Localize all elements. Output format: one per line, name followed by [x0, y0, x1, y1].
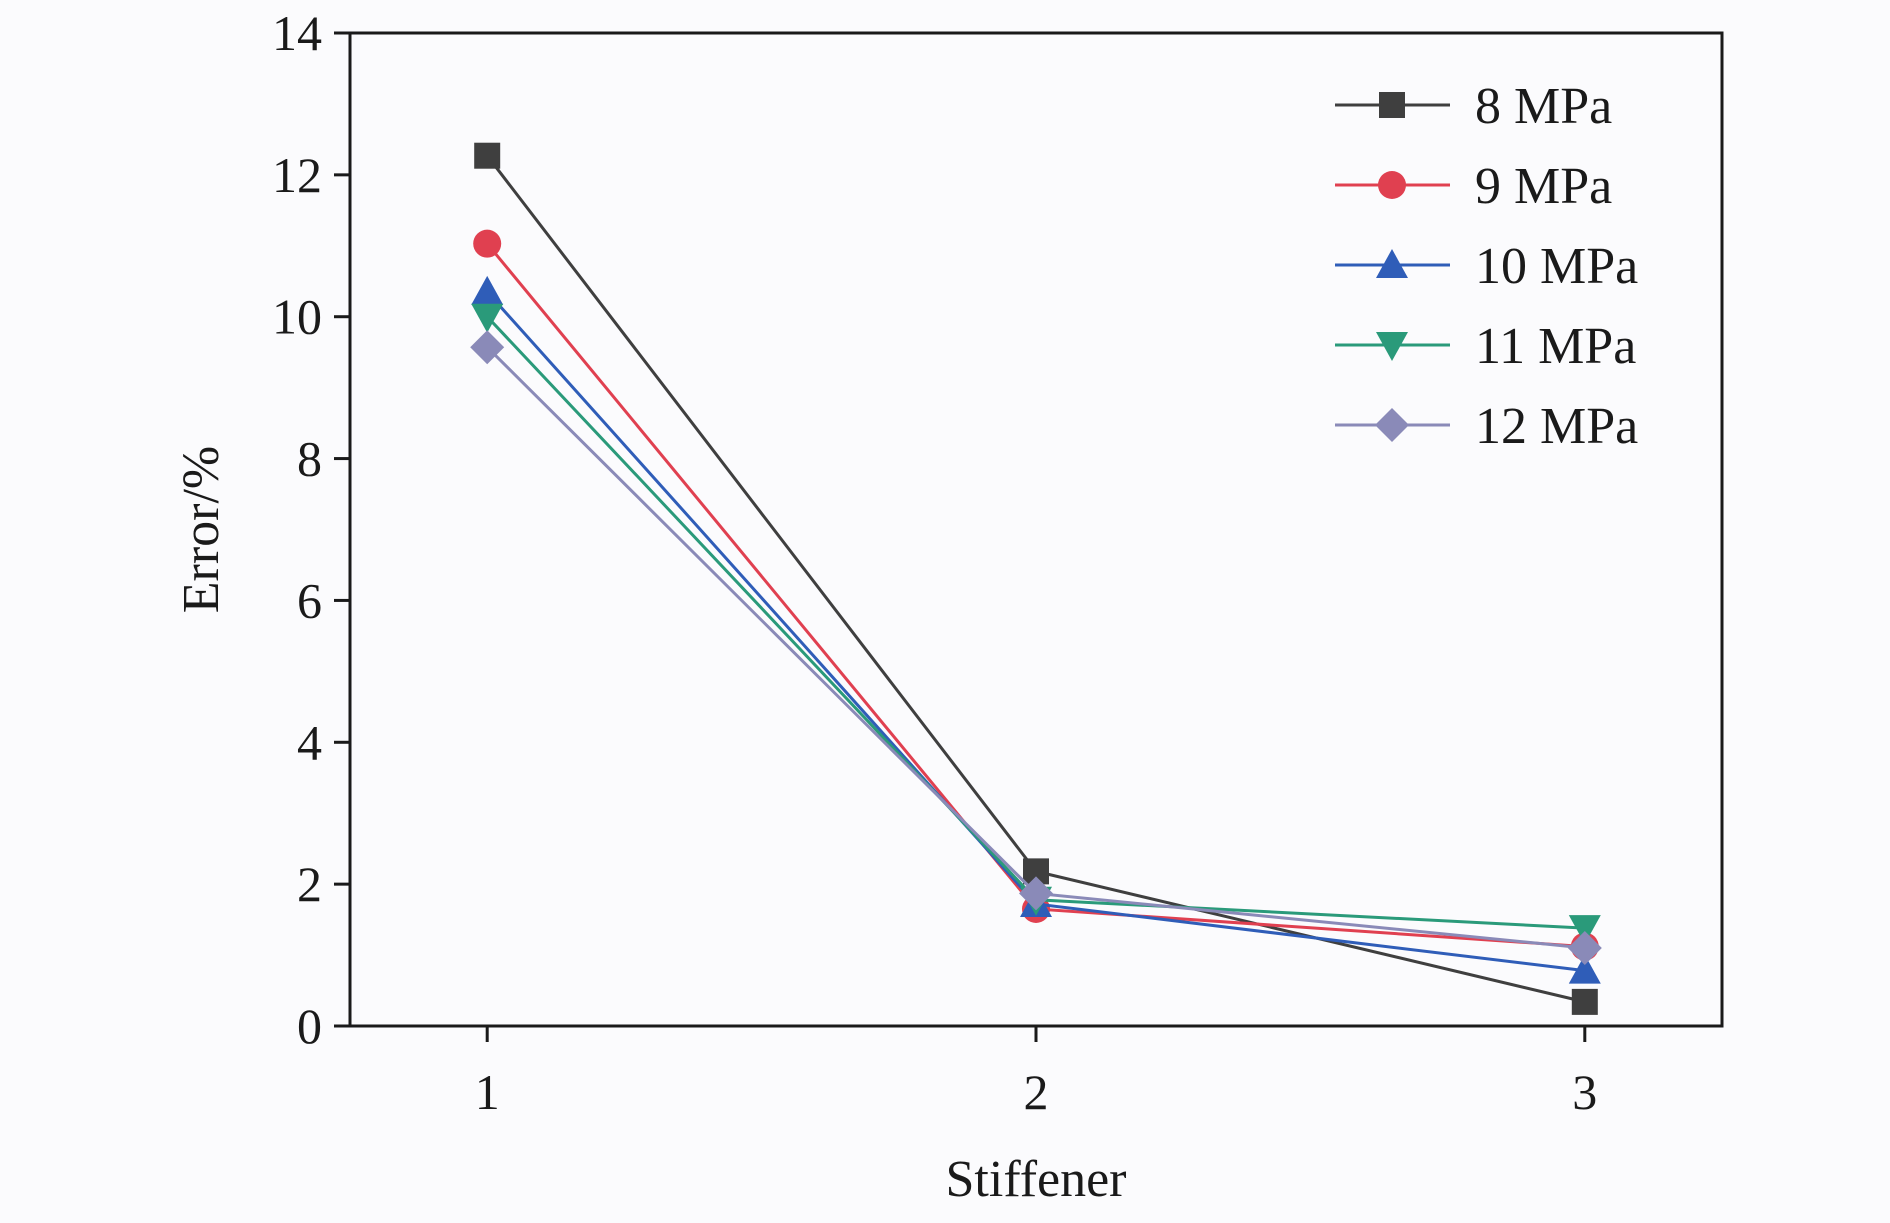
data-point-12-mpa — [1567, 930, 1602, 965]
legend-label: 8 MPa — [1475, 78, 1612, 135]
x-axis-title: Stiffener — [946, 1151, 1127, 1208]
legend-item-8-mpa: 8 MPa — [1335, 78, 1612, 135]
x-tick-label: 1 — [475, 1064, 500, 1120]
series-9-mpa — [473, 229, 1599, 961]
series-12-mpa — [470, 330, 1602, 965]
x-tick-label: 2 — [1024, 1064, 1049, 1120]
legend: 8 MPa 9 MPa 10 MPa 11 MPa 12 MPa — [1335, 78, 1638, 455]
legend-marker-11-mpa — [1376, 332, 1408, 361]
series-layer — [470, 142, 1602, 1015]
y-tick-label: 12 — [272, 147, 322, 203]
data-point-10-mpa — [1568, 954, 1601, 984]
series-11-mpa — [471, 303, 1601, 945]
legend-marker-10-mpa — [1376, 249, 1408, 278]
legend-marker-8-mpa — [1379, 92, 1405, 118]
y-tick-label: 14 — [272, 5, 322, 61]
data-point-11-mpa — [1568, 915, 1601, 945]
legend-item-9-mpa: 9 MPa — [1335, 158, 1612, 215]
legend-label: 11 MPa — [1475, 318, 1636, 375]
y-axis-title: Error/% — [173, 446, 230, 613]
legend-label: 9 MPa — [1475, 158, 1612, 215]
data-point-12-mpa — [470, 330, 505, 365]
y-tick-label: 0 — [297, 998, 322, 1054]
y-tick-label: 2 — [297, 856, 322, 912]
series-line-11-mpa — [486, 315, 1585, 930]
y-tick-label: 10 — [272, 289, 322, 345]
data-point-9-mpa — [473, 229, 502, 258]
y-tick-label: 6 — [297, 572, 322, 628]
data-point-8-mpa — [1571, 988, 1598, 1015]
y-tick-label: 4 — [297, 714, 322, 770]
x-tick-label: 3 — [1572, 1064, 1597, 1120]
legend-marker-9-mpa — [1378, 171, 1406, 199]
series-line-9-mpa — [486, 242, 1585, 949]
data-point-10-mpa — [471, 275, 504, 305]
data-point-8-mpa — [474, 142, 501, 169]
y-tick-label: 8 — [297, 431, 322, 487]
legend-item-11-mpa: 11 MPa — [1335, 318, 1636, 375]
series-line-12-mpa — [486, 346, 1585, 950]
data-point-11-mpa — [471, 303, 504, 333]
data-point-12-mpa — [1019, 876, 1053, 911]
legend-marker-12-mpa — [1375, 408, 1409, 442]
legend-label: 10 MPa — [1475, 238, 1638, 295]
legend-label: 12 MPa — [1475, 398, 1638, 455]
legend-item-10-mpa: 10 MPa — [1335, 238, 1638, 295]
legend-item-12-mpa: 12 MPa — [1335, 398, 1638, 455]
